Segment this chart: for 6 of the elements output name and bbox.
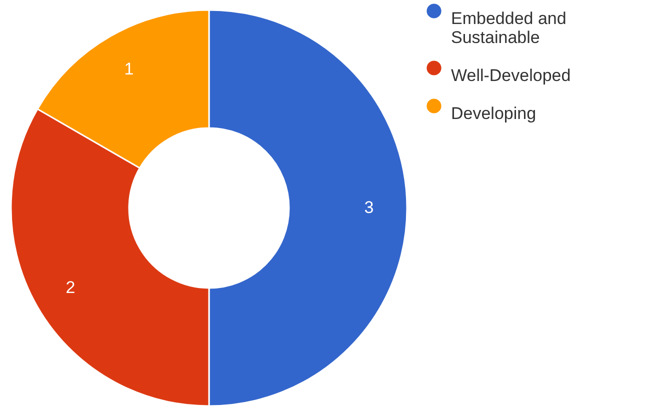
- legend-label: Well-Developed: [451, 66, 571, 85]
- data-label: 1: [124, 59, 134, 78]
- data-label: 3: [364, 198, 374, 217]
- data-label: 2: [66, 278, 76, 297]
- legend-label: Embedded and Sustainable: [451, 9, 566, 47]
- legend-label: Developing: [451, 104, 536, 123]
